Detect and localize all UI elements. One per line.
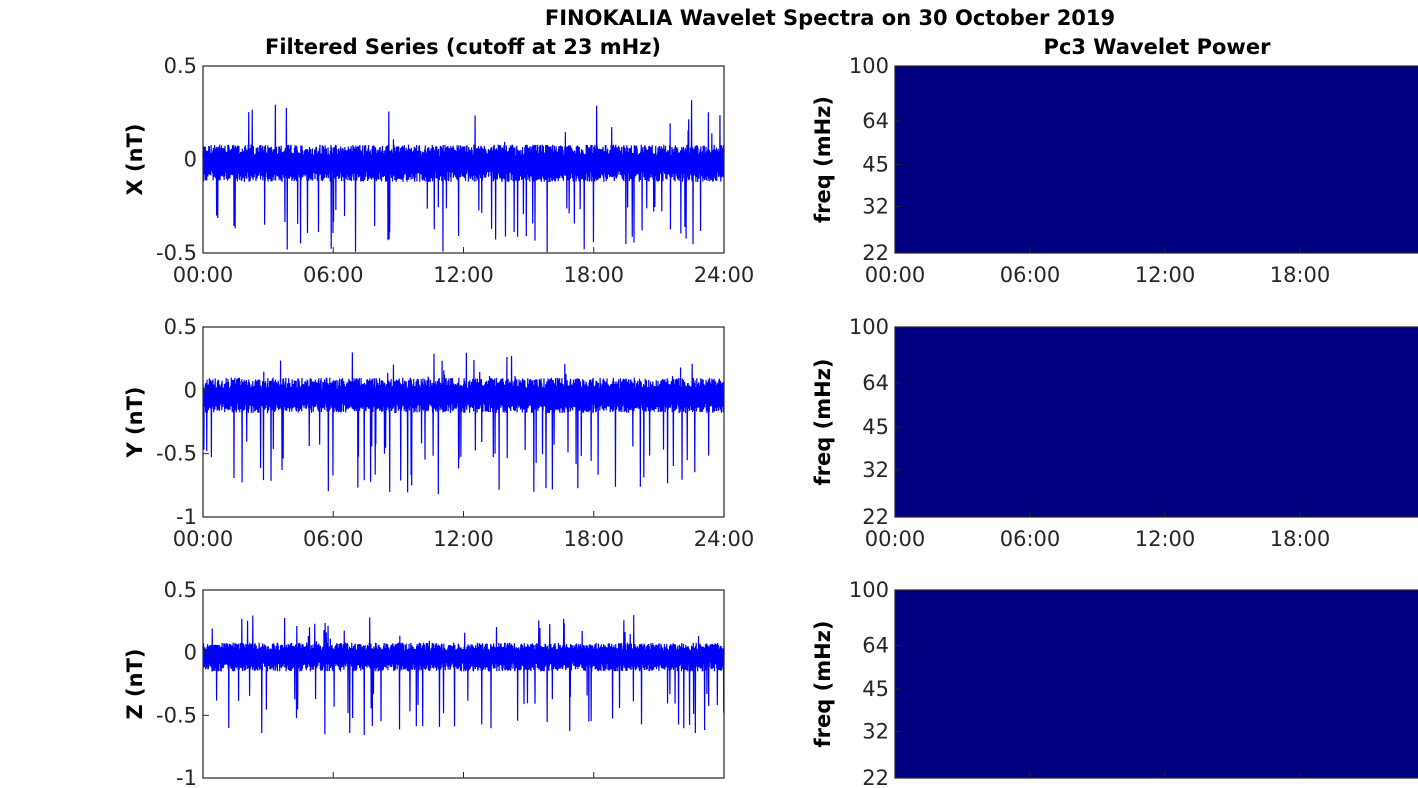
y-axis-label: freq (mHz) xyxy=(811,96,835,223)
y-tick-label: -0.5 xyxy=(156,241,197,265)
y-tick-label: -1 xyxy=(176,505,197,529)
series-line-y xyxy=(202,352,725,495)
y-tick-label: 100 xyxy=(849,578,889,602)
x-tick-label: 18:00 xyxy=(563,263,624,287)
y-tick-label: 0.5 xyxy=(164,315,197,339)
x-tick-label: 18:00 xyxy=(1270,263,1331,287)
x-tick-label: 06:00 xyxy=(1000,527,1061,551)
y-axis-label: X (nT) xyxy=(123,124,147,196)
y-tick-label: 0.5 xyxy=(164,578,197,602)
y-tick-label: 22 xyxy=(862,505,889,529)
wavelet-power-map-x xyxy=(895,66,1418,253)
series-panel-z: 0.5 0 -0.5 -1 Z (nT) xyxy=(123,578,725,788)
y-tick-label: 32 xyxy=(862,195,889,219)
x-tick-label: 06:00 xyxy=(1000,263,1061,287)
x-tick-label: 12:00 xyxy=(433,527,494,551)
y-axis-label: freq (mHz) xyxy=(811,359,835,486)
left-column-title: Filtered Series (cutoff at 23 mHz) xyxy=(265,35,661,59)
x-tick-label: 24:00 xyxy=(694,263,755,287)
y-tick-label: 100 xyxy=(849,54,889,78)
y-tick-label: 45 xyxy=(862,677,889,701)
y-tick-label: 100 xyxy=(849,315,889,339)
y-tick-label: 0.5 xyxy=(164,54,197,78)
wavelet-panel-z: 100 64 45 32 22 freq (mHz) xyxy=(811,578,1418,788)
y-tick-label: 45 xyxy=(862,415,889,439)
x-tick-label: 00:00 xyxy=(865,263,926,287)
panels: 0.50-0.500:00 06:00 12:00 18:00 24:00X (nT)0… xyxy=(123,54,1418,788)
y-tick-label: 0 xyxy=(184,641,197,665)
x-tick-label: 00:00 xyxy=(865,527,926,551)
y-tick-label: 45 xyxy=(862,153,889,177)
x-tick-label: 00:00 xyxy=(173,263,234,287)
series-line-z xyxy=(202,615,725,736)
y-tick-label: -1 xyxy=(176,766,197,788)
x-tick-label: 12:00 xyxy=(1135,263,1196,287)
y-tick-label: -0.5 xyxy=(156,442,197,466)
y-axis-label: Y (nT) xyxy=(123,387,147,459)
y-tick-label: 22 xyxy=(862,766,889,788)
right-column-title: Pc3 Wavelet Power xyxy=(1044,35,1272,59)
series-panel-y: 0.5 0 -0.5 -100:00 06:00 12:00 18:00 24:00 Y (nT… xyxy=(123,315,754,551)
y-tick-label: 32 xyxy=(862,719,889,743)
wavelet-power-map-z xyxy=(895,590,1418,778)
wavelet-power-map-y xyxy=(895,327,1418,517)
x-tick-label: 06:00 xyxy=(303,263,364,287)
x-tick-label: 24:00 xyxy=(694,527,755,551)
y-tick-label: 64 xyxy=(862,109,889,133)
y-tick-label: 0 xyxy=(184,378,197,402)
y-tick-label: 22 xyxy=(862,241,889,265)
y-tick-label: 32 xyxy=(862,458,889,482)
x-tick-label: 06:00 xyxy=(303,527,364,551)
figure-title: FINOKALIA Wavelet Spectra on 30 October … xyxy=(545,6,1115,30)
series-panel-x: 0.5 0 -0.500:00 06:00 12:00 18:00 24:00 X (nT) xyxy=(123,54,754,287)
x-tick-label: 18:00 xyxy=(1270,527,1331,551)
y-axis-label: freq (mHz) xyxy=(811,621,835,748)
axes-frame xyxy=(202,589,725,779)
y-axis-label: Z (nT) xyxy=(123,648,147,719)
y-tick-label: 0 xyxy=(184,148,197,172)
x-tick-label: 18:00 xyxy=(563,527,624,551)
y-tick-label: 64 xyxy=(862,371,889,395)
axes-frame xyxy=(202,326,725,518)
x-tick-label: 12:00 xyxy=(433,263,494,287)
x-tick-label: 00:00 xyxy=(173,527,234,551)
x-tick-label: 12:00 xyxy=(1135,527,1196,551)
series-line-x xyxy=(202,100,725,253)
y-tick-label: 64 xyxy=(862,633,889,657)
y-tick-label: -0.5 xyxy=(156,703,197,727)
